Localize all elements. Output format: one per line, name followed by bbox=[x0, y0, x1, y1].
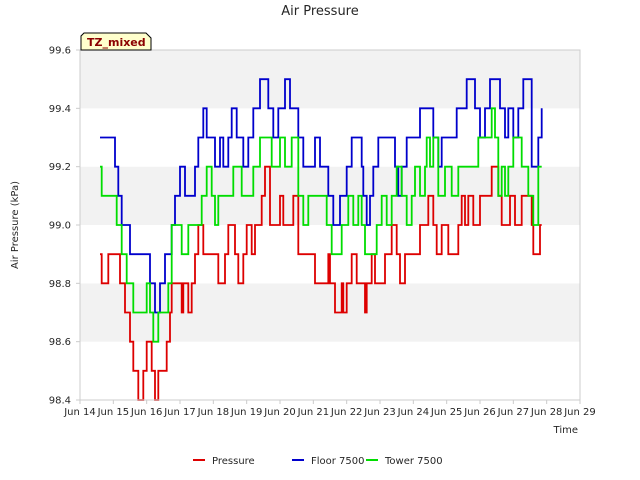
y-tick-label: 98.6 bbox=[49, 337, 71, 348]
x-tick-label: Jun 25 bbox=[430, 407, 463, 418]
x-tick-label: Jun 29 bbox=[563, 407, 596, 418]
x-tick-label: Jun 23 bbox=[363, 407, 396, 418]
y-tick-label: 99.6 bbox=[49, 46, 71, 57]
series-layer bbox=[100, 78, 543, 401]
legend-label: Tower 7500 bbox=[384, 456, 443, 467]
x-tick-label: Jun 18 bbox=[197, 407, 230, 418]
x-tick-label: Jun 22 bbox=[330, 407, 363, 418]
series-line-floor-7500 bbox=[100, 78, 543, 314]
x-tick-label: Jun 14 bbox=[63, 407, 96, 418]
y-tick-label: 99.0 bbox=[49, 221, 71, 232]
y-tick-label: 99.4 bbox=[49, 104, 71, 115]
x-tick-label: Jun 24 bbox=[397, 407, 430, 418]
x-tick-label: Jun 20 bbox=[263, 407, 296, 418]
tz-badge-shape bbox=[80, 32, 152, 51]
y-axis-title: Air Pressure (kPa) bbox=[10, 181, 21, 269]
tz-badge-label: TZ_mixed bbox=[87, 36, 146, 49]
x-tick-label: Jun 17 bbox=[163, 407, 196, 418]
y-tick-label: 98.4 bbox=[49, 396, 71, 407]
x-tick-label: Jun 19 bbox=[230, 407, 263, 418]
x-tick-label: Jun 26 bbox=[463, 407, 496, 418]
x-tick-label: Jun 27 bbox=[497, 407, 530, 418]
x-tick-label: Jun 21 bbox=[297, 407, 330, 418]
x-axis-ticks: Jun 14 Jun 15 Jun 16 Jun 17 Jun 18 Jun 19 Jun … bbox=[63, 400, 596, 418]
x-axis-title: Time bbox=[553, 425, 578, 436]
legend: Pressure Floor 7500 Tower 7500 bbox=[193, 456, 443, 467]
series-line-pressure bbox=[100, 165, 542, 401]
series-line-tower-7500 bbox=[100, 107, 542, 343]
legend-label: Pressure bbox=[212, 456, 255, 467]
x-tick-label: Jun 28 bbox=[530, 407, 563, 418]
x-tick-label: Jun 16 bbox=[130, 407, 163, 418]
grid-band bbox=[80, 50, 580, 109]
legend-label: Floor 7500 bbox=[311, 456, 365, 467]
y-tick-label: 99.2 bbox=[49, 162, 71, 173]
tz-badge: TZ_mixed bbox=[80, 32, 152, 51]
y-axis-ticks: 98.4 98.6 98.8 99.0 99.2 99.4 99.6 bbox=[49, 46, 80, 407]
chart-title: Air Pressure bbox=[281, 4, 359, 19]
y-tick-label: 98.8 bbox=[49, 279, 71, 290]
x-tick-label: Jun 15 bbox=[97, 407, 130, 418]
